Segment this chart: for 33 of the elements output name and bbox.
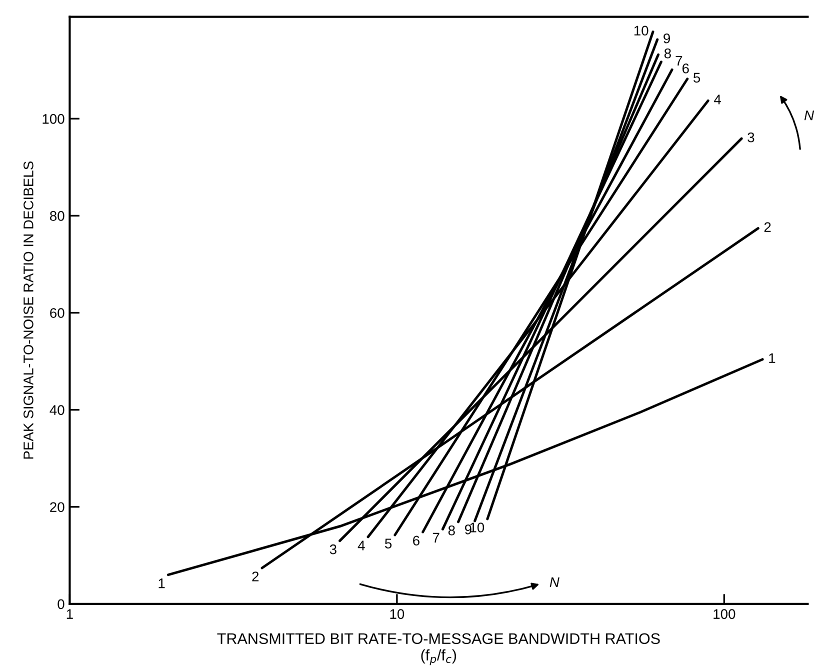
- annotation: N: [550, 577, 560, 587]
- text: 1: [769, 353, 776, 363]
- text: 6: [682, 64, 689, 74]
- y-axis-title: PEAK SIGNAL-TO-NOISE RATIO IN DECIBELS: [24, 162, 34, 459]
- y-tick-label: 20: [50, 502, 64, 512]
- text: 8: [664, 48, 671, 58]
- series-label: 10: [634, 26, 648, 36]
- text: 10: [470, 522, 484, 532]
- y-tick-label: 60: [50, 308, 64, 318]
- y-tick-label: 40: [50, 405, 64, 415]
- x-axis-title: TRANSMITTED BIT RATE-TO-MESSAGE BANDWIDTH RATIOS (f$_{p}$/f$_{c}$): [217, 633, 660, 666]
- text: 9: [664, 33, 670, 44]
- text: 3: [748, 132, 754, 142]
- text: 5: [694, 72, 700, 83]
- text: 2: [764, 222, 771, 232]
- y-tick-label: 0: [58, 599, 64, 610]
- y-tick-label: 100: [42, 114, 64, 124]
- x-tick-label: 10: [390, 609, 404, 619]
- series-label: 8: [448, 526, 455, 536]
- series-label: 1: [158, 578, 165, 588]
- series-label: 5: [384, 538, 392, 548]
- y-tick-label: 80: [50, 211, 64, 221]
- series-label: 2: [252, 572, 259, 582]
- series-label: 4: [358, 540, 365, 550]
- series-label: 3: [330, 544, 336, 554]
- annotation: N: [804, 110, 814, 120]
- x-tick-label: 100: [714, 609, 736, 619]
- series-label: 9: [464, 524, 472, 534]
- series-label: 7: [432, 532, 440, 542]
- text: 7: [676, 56, 682, 66]
- x-tick-label: 1: [66, 609, 73, 619]
- series-label: 6: [413, 536, 420, 546]
- text: 4: [714, 94, 721, 104]
